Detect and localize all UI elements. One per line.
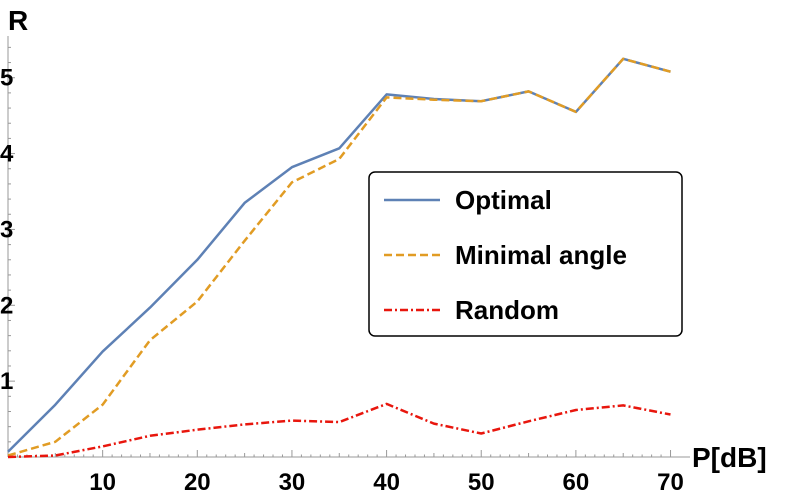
series-line-random bbox=[7, 402, 671, 459]
x-tick-label: 20 bbox=[184, 469, 211, 496]
legend-entry-optimal: Optimal bbox=[384, 185, 552, 215]
y-tick-label: 2 bbox=[0, 292, 13, 319]
series-lines bbox=[7, 57, 671, 459]
y-tick-label: 3 bbox=[0, 216, 13, 243]
legend: Optimal Minimal angle Random bbox=[368, 171, 683, 337]
axes: 10 20 30 40 50 60 70 1 2 3 4 5 R P[dB] bbox=[0, 5, 767, 496]
x-tick-label: 30 bbox=[279, 469, 306, 496]
y-ticks: 1 2 3 4 5 bbox=[0, 46, 15, 443]
x-tick-label: 60 bbox=[563, 469, 590, 496]
x-tick-label: 50 bbox=[468, 469, 495, 496]
legend-label-random: Random bbox=[455, 295, 559, 325]
legend-label-optimal: Optimal bbox=[455, 185, 552, 215]
x-tick-label: 10 bbox=[89, 469, 116, 496]
x-ticks: 10 20 30 40 50 60 70 bbox=[16, 450, 684, 496]
legend-box bbox=[368, 171, 683, 337]
legend-entry-minimal-angle: Minimal angle bbox=[384, 240, 627, 270]
y-axis-title: R bbox=[8, 5, 28, 36]
legend-entry-random: Random bbox=[384, 295, 559, 325]
x-axis-title: P[dB] bbox=[692, 442, 767, 473]
series-line-minimal-angle bbox=[7, 57, 671, 457]
x-tick-label: 70 bbox=[657, 469, 684, 496]
y-tick-label: 4 bbox=[0, 141, 14, 168]
legend-label-minimal-angle: Minimal angle bbox=[455, 240, 627, 270]
x-tick-label: 40 bbox=[373, 469, 400, 496]
y-tick-label: 5 bbox=[0, 65, 13, 92]
y-tick-label: 1 bbox=[0, 368, 13, 395]
